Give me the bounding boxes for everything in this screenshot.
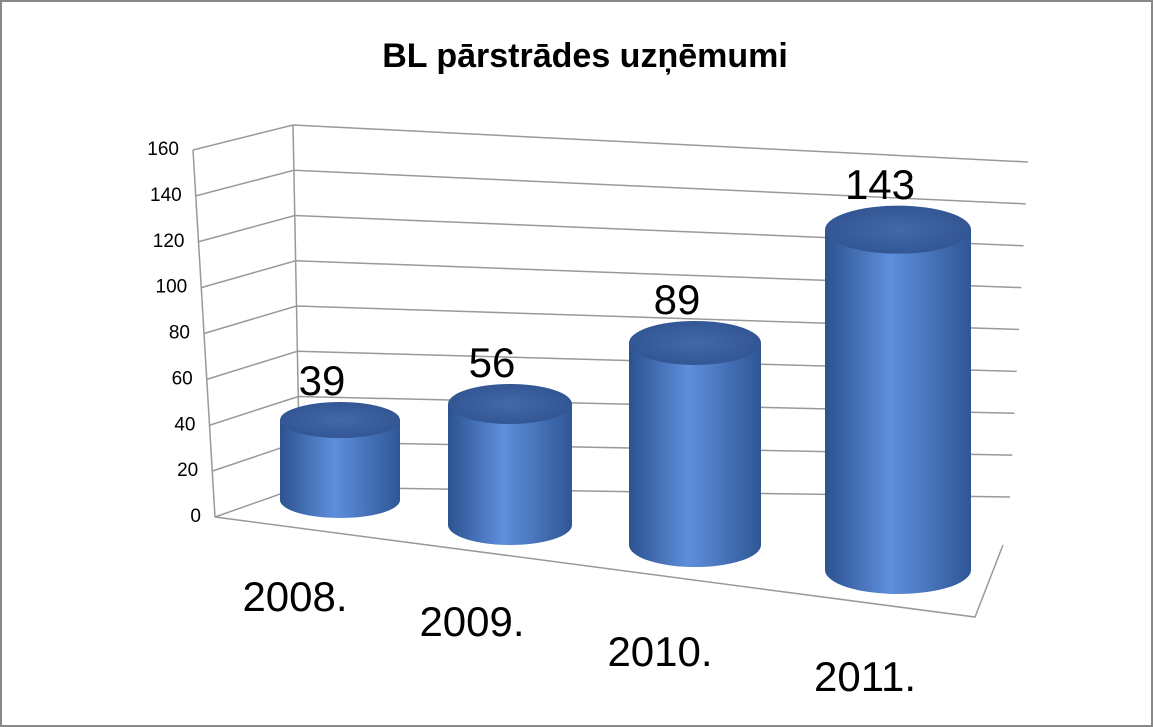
- bar: [825, 229, 971, 594]
- bar-top: [448, 384, 572, 425]
- value-label: 89: [654, 276, 701, 323]
- bar-top: [629, 320, 761, 365]
- grid-line: [209, 395, 1015, 426]
- y-tick-label: 20: [177, 460, 198, 481]
- bar: [280, 420, 400, 518]
- y-tick-label: 80: [169, 323, 190, 344]
- y-tick-label: 40: [174, 414, 195, 435]
- chart-title: BL pārstrādes uzņēmumi: [382, 37, 788, 75]
- x-tick-label: 2009.: [419, 598, 524, 645]
- y-tick-label: 60: [172, 368, 193, 389]
- y-tick-label: 100: [156, 277, 188, 298]
- y-tick-label: 120: [153, 231, 185, 252]
- x-tick-label: 2008.: [242, 573, 347, 620]
- x-tick-label: 2010.: [607, 628, 712, 675]
- value-label: 56: [469, 339, 516, 386]
- bar-top: [280, 402, 400, 439]
- y-tick-label: 160: [147, 139, 179, 160]
- grid-line: [203, 305, 1020, 335]
- value-label: 143: [845, 161, 915, 208]
- y-tick-label: 0: [190, 506, 201, 527]
- grid-line: [195, 169, 1026, 205]
- grid-line: [206, 350, 1017, 381]
- bar: [629, 342, 761, 567]
- bar: [448, 404, 572, 545]
- value-label: 39: [299, 357, 346, 404]
- y-tick-label: 140: [150, 185, 182, 206]
- grid-line: [192, 124, 1029, 163]
- floor-edge: [214, 516, 1004, 618]
- grid-line: [198, 214, 1024, 247]
- bar-top: [825, 205, 971, 254]
- grid-line: [201, 259, 1022, 289]
- x-tick-label: 2011.: [814, 653, 916, 700]
